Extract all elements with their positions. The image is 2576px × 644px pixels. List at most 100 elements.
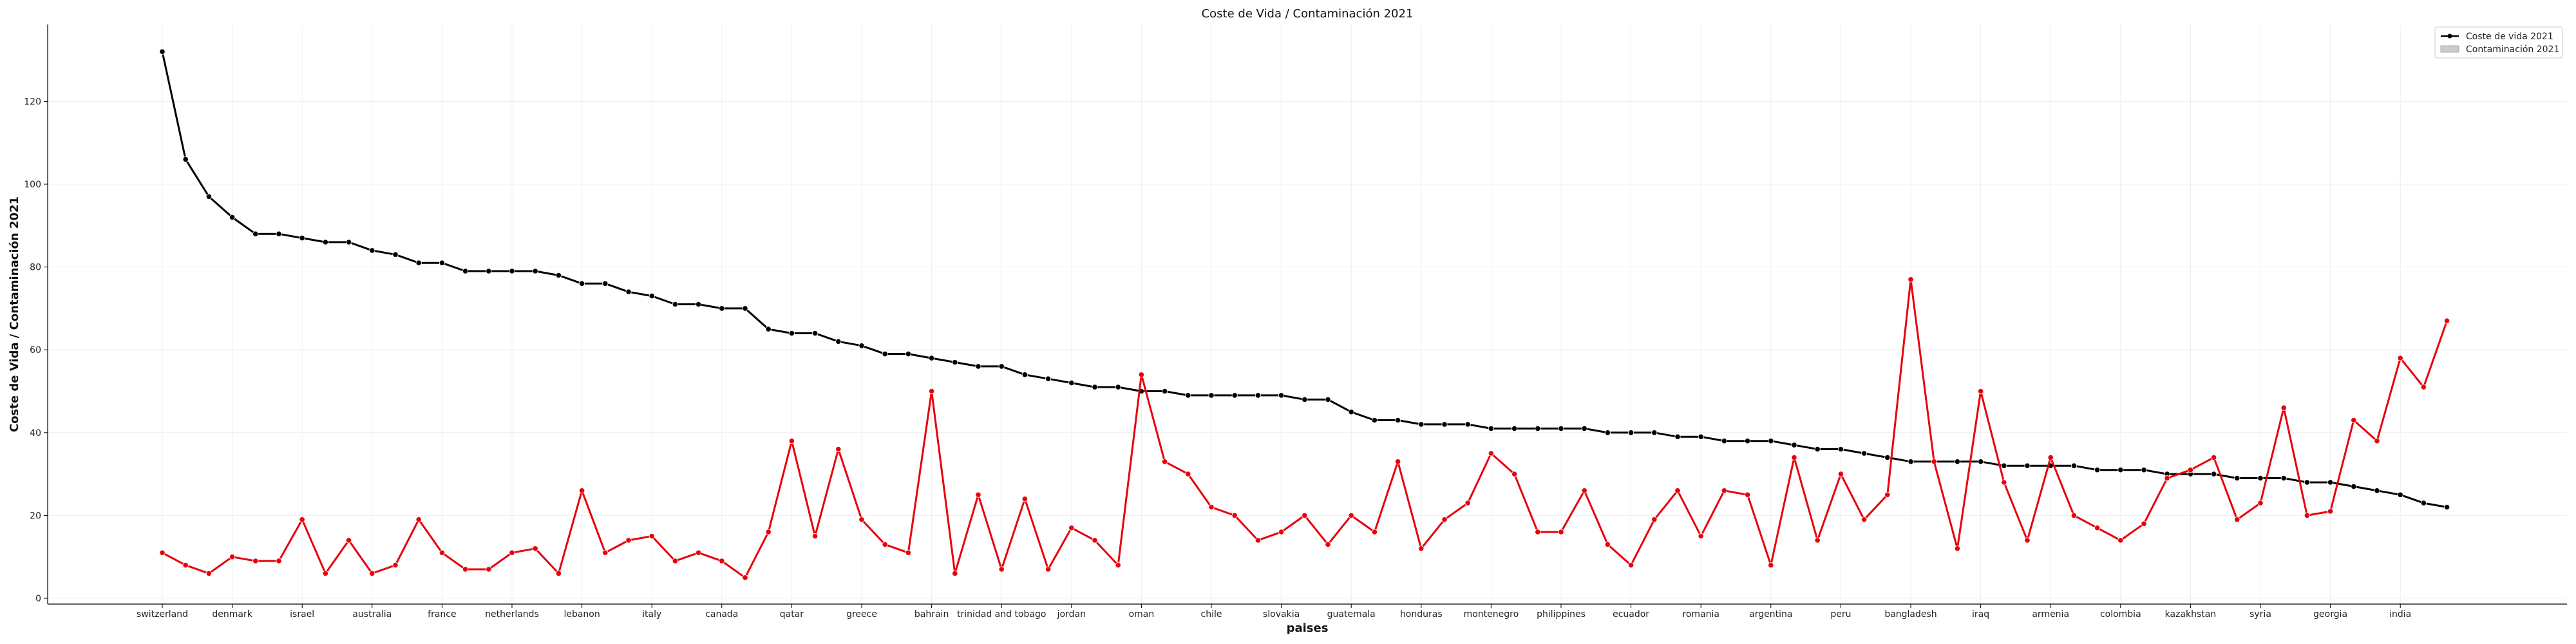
data-point [1884,491,1891,498]
y-tick-label: 0 [35,594,41,604]
data-point [299,234,305,242]
data-point [205,193,212,200]
data-point [1464,421,1471,428]
data-point [2234,516,2240,523]
data-point [1908,276,1914,283]
data-point [555,272,562,279]
data-point [1954,545,1960,552]
data-point [812,533,819,540]
x-ticks: switzerland denmark israel australia france n… [137,604,2411,620]
data-point [1791,442,1797,448]
legend-patch-swatch [2440,45,2459,53]
series-line [161,51,2447,508]
data-point [649,533,655,540]
x-tick-label: montenegro [1464,609,1519,620]
x-tick-label: colombia [2100,609,2141,620]
data-point [1255,392,1262,399]
y-tick-label: 60 [30,345,41,355]
data-point [182,156,189,162]
data-point [672,558,679,564]
data-point [858,343,865,349]
data-point [486,268,492,274]
data-point [1488,450,1494,457]
data-point [905,549,912,556]
data-point [1185,471,1191,477]
data-point [1814,537,1821,544]
data-point [812,330,819,337]
data-point [276,231,282,237]
data-point [788,330,795,337]
data-point [625,289,632,295]
data-point [2164,475,2170,482]
data-point [602,549,609,556]
data-point [1302,512,1308,519]
data-point [2024,462,2031,469]
data-point [2117,467,2124,473]
x-tick-label: armenia [2032,609,2069,620]
data-point [1931,459,1937,465]
data-point [1558,529,1564,535]
data-point [1302,396,1308,403]
series-line [162,278,2448,579]
data-point [2444,504,2450,511]
data-point [1278,392,1285,399]
data-point [1768,438,1774,444]
data-point [1371,529,1378,535]
x-tick-label: guatemala [1327,609,1376,620]
x-tick-label: australia [352,609,392,620]
data-point [1395,417,1401,424]
data-point [1978,459,1984,465]
data-point [1278,529,1285,535]
data-point [392,251,399,258]
data-point [2351,483,2357,490]
data-point [1162,459,1168,465]
data-point [2444,317,2450,324]
x-tick-label: oman [1129,609,1155,620]
data-point [672,301,679,308]
data-point [2001,462,2007,469]
data-point [2304,479,2310,486]
data-point [439,549,446,556]
y-tick-label: 100 [24,180,41,190]
data-point [1884,454,1891,461]
data-point [1604,430,1611,436]
data-point [1068,525,1075,531]
x-tick-label: philippines [1537,609,1586,620]
x-tick-label: chile [1201,609,1222,620]
data-point [509,268,515,274]
legend-label-coste: Coste de vida 2021 [2466,32,2553,42]
y-tick-label: 80 [30,263,41,273]
data-point [1255,537,1262,544]
x-tick-label: italy [642,609,661,620]
data-point [929,355,935,361]
data-point [1628,562,1634,569]
data-point [929,388,935,395]
data-point [532,545,538,552]
data-point [2141,467,2147,473]
data-point [835,338,842,345]
data-point [719,558,725,564]
data-point [1208,392,1215,399]
data-point [2420,384,2427,390]
data-point [1908,459,1914,465]
data-point [952,570,958,577]
data-point [1045,375,1052,382]
data-point [1115,562,1121,569]
data-point [1418,421,1425,428]
x-tick-label: netherlands [485,609,539,620]
data-point [1837,471,1844,477]
data-point [2187,467,2193,473]
data-point [2024,537,2031,544]
legend-frame [2434,26,2563,59]
data-point [182,562,189,569]
data-point [252,558,259,564]
data-point [2117,537,2124,544]
data-point [2094,525,2101,531]
data-point [578,488,585,494]
x-tick-label: canada [705,609,738,620]
data-point [2374,488,2380,494]
y-tick-label: 120 [24,97,41,107]
data-point [719,305,725,312]
data-point [1441,516,1448,523]
